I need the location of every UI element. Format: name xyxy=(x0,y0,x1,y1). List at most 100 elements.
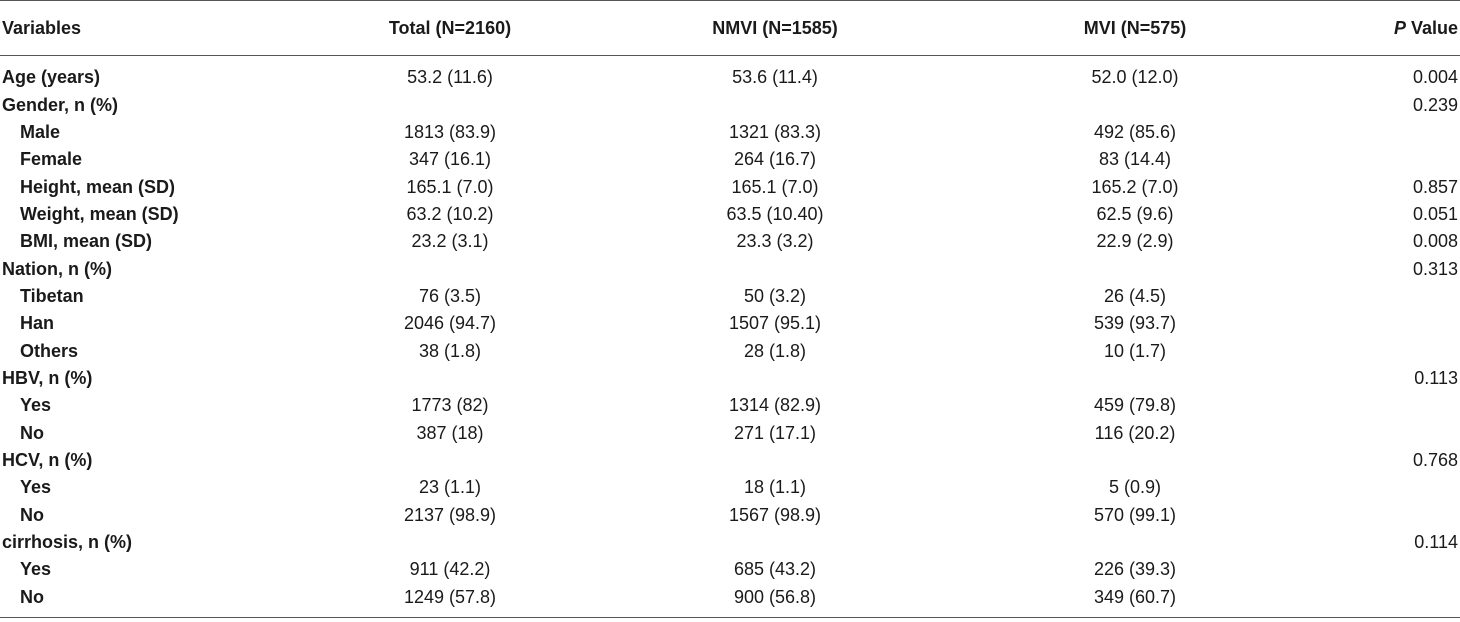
row-label: Others xyxy=(20,340,79,361)
cell-mvi: 349 (60.7) xyxy=(1093,586,1177,607)
row-label: Yes xyxy=(20,477,52,498)
cell-total: 1249 (57.8) xyxy=(403,586,497,607)
table-row: HBV, n (%) 0.113 xyxy=(0,365,1460,392)
table-row: Age (years) 53.2 (11.6) 53.6 (11.4) 52.0 (1… xyxy=(0,64,1460,91)
table-row: Tibetan 76 (3.5) 50 (3.2) 26 (4.5) xyxy=(0,283,1460,310)
row-label: cirrhosis, n (%) xyxy=(2,532,133,553)
cell-mvi: 570 (99.1) xyxy=(1093,504,1177,525)
cell-total: 76 (3.5) xyxy=(418,285,482,306)
table-top-rule xyxy=(0,0,1460,1)
row-label: HCV, n (%) xyxy=(2,449,93,470)
table-row: HCV, n (%) 0.768 xyxy=(0,447,1460,474)
row-label: Height, mean (SD) xyxy=(20,176,176,197)
table-row: cirrhosis, n (%) 0.114 xyxy=(0,529,1460,556)
table-row: No 387 (18) 271 (17.1) 116 (20.2) xyxy=(0,419,1460,446)
cell-mvi: 26 (4.5) xyxy=(1103,285,1167,306)
cell-mvi: 459 (79.8) xyxy=(1093,395,1177,416)
cell-p-value: 0.313 xyxy=(1412,258,1458,279)
row-label: Han xyxy=(20,313,55,334)
cell-mvi: 83 (14.4) xyxy=(1098,149,1172,170)
row-label: BMI, mean (SD) xyxy=(20,231,153,252)
cell-mvi: 22.9 (2.9) xyxy=(1096,231,1174,252)
cell-nmvi: 685 (43.2) xyxy=(733,559,817,580)
cell-nmvi: 1321 (83.3) xyxy=(728,121,822,142)
cell-total: 2137 (98.9) xyxy=(403,504,497,525)
cell-total: 23.2 (3.1) xyxy=(411,231,489,252)
cell-total: 347 (16.1) xyxy=(408,149,492,170)
cell-mvi: 10 (1.7) xyxy=(1103,340,1167,361)
header-p-value: P Value xyxy=(1320,18,1458,39)
row-label: Tibetan xyxy=(20,285,84,306)
row-label: Yes xyxy=(20,395,52,416)
header-p-letter: P xyxy=(1393,17,1406,38)
row-label: No xyxy=(20,586,44,607)
table-row: BMI, mean (SD) 23.2 (3.1) 23.3 (3.2) 22.9 (… xyxy=(0,228,1460,255)
row-label: Nation, n (%) xyxy=(2,258,112,279)
cell-total: 53.2 (11.6) xyxy=(407,67,493,88)
table-row: Nation, n (%) 0.313 xyxy=(0,255,1460,282)
row-label: HBV, n (%) xyxy=(2,367,93,388)
table-row: Han 2046 (94.7) 1507 (95.1) 539 (93.7) xyxy=(0,310,1460,337)
table-row: Female 347 (16.1) 264 (16.7) 83 (14.4) xyxy=(0,146,1460,173)
header-p-suffix: Value xyxy=(1405,17,1458,38)
table-row: Yes 23 (1.1) 18 (1.1) 5 (0.9) xyxy=(0,474,1460,501)
table-row: No 1249 (57.8) 900 (56.8) 349 (60.7) xyxy=(0,584,1460,611)
cell-nmvi: 23.3 (3.2) xyxy=(736,231,814,252)
cell-total: 63.2 (10.2) xyxy=(406,203,494,224)
cell-p-value: 0.051 xyxy=(1412,203,1458,224)
header-total: Total (N=2160) xyxy=(388,17,512,38)
cell-total: 1813 (83.9) xyxy=(403,121,497,142)
cell-mvi: 62.5 (9.6) xyxy=(1096,203,1174,224)
cell-nmvi: 264 (16.7) xyxy=(733,149,817,170)
cell-mvi: 492 (85.6) xyxy=(1093,121,1177,142)
table-row: No 2137 (98.9) 1567 (98.9) 570 (99.1) xyxy=(0,502,1460,529)
table-body: Age (years) 53.2 (11.6) 53.6 (11.4) 52.0 (1… xyxy=(0,56,1460,617)
cell-nmvi: 28 (1.8) xyxy=(743,340,807,361)
cell-total: 387 (18) xyxy=(416,422,484,443)
cell-p-value: 0.004 xyxy=(1412,67,1458,88)
cell-nmvi: 1507 (95.1) xyxy=(728,313,822,334)
row-label: No xyxy=(20,422,44,443)
cell-p-value: 0.768 xyxy=(1412,449,1458,470)
row-label: Age (years) xyxy=(2,67,101,88)
header-nmvi: NMVI (N=1585) xyxy=(712,17,838,38)
cell-p-value: 0.113 xyxy=(1414,367,1458,388)
cell-nmvi: 271 (17.1) xyxy=(733,422,817,443)
table-row: Weight, mean (SD) 63.2 (10.2) 63.5 (10.40)… xyxy=(0,201,1460,228)
row-label: Male xyxy=(20,121,61,142)
cell-mvi: 116 (20.2) xyxy=(1094,422,1176,443)
cell-mvi: 226 (39.3) xyxy=(1093,559,1177,580)
cell-p-value: 0.114 xyxy=(1414,532,1458,553)
cell-total: 23 (1.1) xyxy=(418,477,482,498)
cell-mvi: 5 (0.9) xyxy=(1108,477,1162,498)
table-header-rule xyxy=(0,55,1460,56)
table-row: Gender, n (%) 0.239 xyxy=(0,91,1460,118)
cell-mvi: 539 (93.7) xyxy=(1093,313,1177,334)
cell-nmvi: 165.1 (7.0) xyxy=(731,176,819,197)
cell-p-value: 0.857 xyxy=(1412,176,1458,197)
row-label: No xyxy=(20,504,44,525)
table-row: Others 38 (1.8) 28 (1.8) 10 (1.7) xyxy=(0,337,1460,364)
cell-nmvi: 53.6 (11.4) xyxy=(732,67,818,88)
cell-nmvi: 1567 (98.9) xyxy=(728,504,822,525)
cell-nmvi: 900 (56.8) xyxy=(733,586,817,607)
cell-total: 2046 (94.7) xyxy=(403,313,497,334)
table-row: Yes 1773 (82) 1314 (82.9) 459 (79.8) xyxy=(0,392,1460,419)
cell-mvi: 165.2 (7.0) xyxy=(1091,176,1179,197)
cell-p-value: 0.239 xyxy=(1412,94,1458,115)
table-row: Yes 911 (42.2) 685 (43.2) 226 (39.3) xyxy=(0,556,1460,583)
cell-nmvi: 63.5 (10.40) xyxy=(726,203,824,224)
table-header-row: Variables Total (N=2160) NMVI (N=1585) M… xyxy=(0,1,1460,55)
header-mvi: MVI (N=575) xyxy=(1083,17,1187,38)
row-label: Weight, mean (SD) xyxy=(20,203,179,224)
cell-total: 38 (1.8) xyxy=(418,340,482,361)
cell-p-value: 0.008 xyxy=(1412,231,1458,252)
row-label: Yes xyxy=(20,559,52,580)
row-label: Gender, n (%) xyxy=(2,94,119,115)
cell-nmvi: 18 (1.1) xyxy=(743,477,807,498)
table-row: Height, mean (SD) 165.1 (7.0) 165.1 (7.0) 1… xyxy=(0,173,1460,200)
cell-total: 1773 (82) xyxy=(411,395,489,416)
table-row: Male 1813 (83.9) 1321 (83.3) 492 (85.6) xyxy=(0,119,1460,146)
header-variables: Variables xyxy=(2,17,82,38)
row-label: Female xyxy=(20,149,83,170)
